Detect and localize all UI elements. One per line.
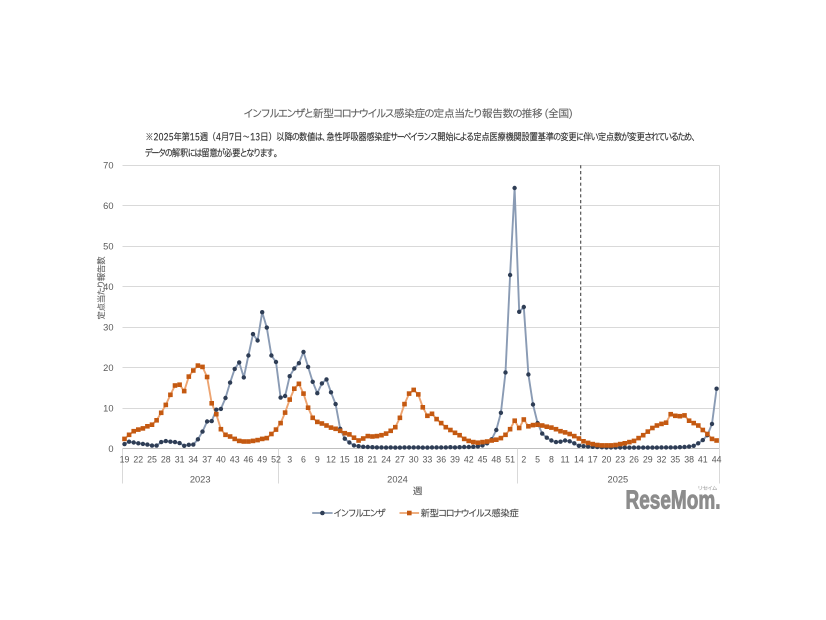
svg-text:8: 8 (549, 455, 554, 465)
svg-text:2024: 2024 (387, 474, 408, 484)
svg-text:20: 20 (103, 363, 113, 373)
svg-text:2: 2 (521, 455, 526, 465)
svg-text:41: 41 (698, 455, 708, 465)
svg-text:31: 31 (175, 455, 185, 465)
svg-text:26: 26 (629, 455, 639, 465)
svg-text:60: 60 (103, 201, 113, 211)
svg-text:25: 25 (147, 455, 157, 465)
svg-text:17: 17 (588, 455, 598, 465)
svg-text:70: 70 (103, 161, 113, 171)
svg-text:19: 19 (120, 455, 130, 465)
svg-text:44: 44 (712, 455, 722, 465)
svg-text:40: 40 (103, 282, 113, 292)
svg-text:3: 3 (287, 455, 292, 465)
svg-text:32: 32 (657, 455, 667, 465)
svg-text:27: 27 (395, 455, 405, 465)
svg-text:22: 22 (133, 455, 143, 465)
svg-text:49: 49 (257, 455, 267, 465)
svg-text:9: 9 (315, 455, 320, 465)
svg-text:23: 23 (615, 455, 625, 465)
svg-text:15: 15 (340, 455, 350, 465)
svg-text:37: 37 (202, 455, 212, 465)
svg-text:28: 28 (161, 455, 171, 465)
svg-text:48: 48 (491, 455, 501, 465)
svg-text:46: 46 (244, 455, 254, 465)
svg-text:11: 11 (561, 455, 570, 465)
svg-text:2025: 2025 (608, 474, 629, 484)
svg-text:12: 12 (326, 455, 336, 465)
svg-text:30: 30 (409, 455, 419, 465)
svg-text:34: 34 (188, 455, 198, 465)
svg-text:39: 39 (450, 455, 460, 465)
svg-text:ReseMom.: ReseMom. (626, 485, 721, 515)
svg-text:51: 51 (505, 455, 515, 465)
svg-text:30: 30 (103, 322, 113, 332)
svg-text:36: 36 (436, 455, 446, 465)
svg-text:35: 35 (670, 455, 680, 465)
svg-text:24: 24 (381, 455, 391, 465)
svg-text:29: 29 (643, 455, 653, 465)
svg-text:6: 6 (301, 455, 306, 465)
svg-text:5: 5 (535, 455, 540, 465)
svg-text:43: 43 (230, 455, 240, 465)
svg-text:40: 40 (216, 455, 226, 465)
svg-text:14: 14 (574, 455, 584, 465)
svg-text:50: 50 (103, 242, 113, 252)
svg-text:38: 38 (684, 455, 694, 465)
svg-text:33: 33 (423, 455, 433, 465)
svg-text:45: 45 (478, 455, 488, 465)
svg-text:42: 42 (464, 455, 474, 465)
svg-text:52: 52 (271, 455, 281, 465)
svg-text:18: 18 (354, 455, 364, 465)
svg-text:21: 21 (368, 455, 378, 465)
svg-text:10: 10 (103, 403, 113, 413)
svg-text:20: 20 (602, 455, 612, 465)
svg-text:2023: 2023 (190, 474, 211, 484)
svg-text:0: 0 (108, 444, 113, 454)
